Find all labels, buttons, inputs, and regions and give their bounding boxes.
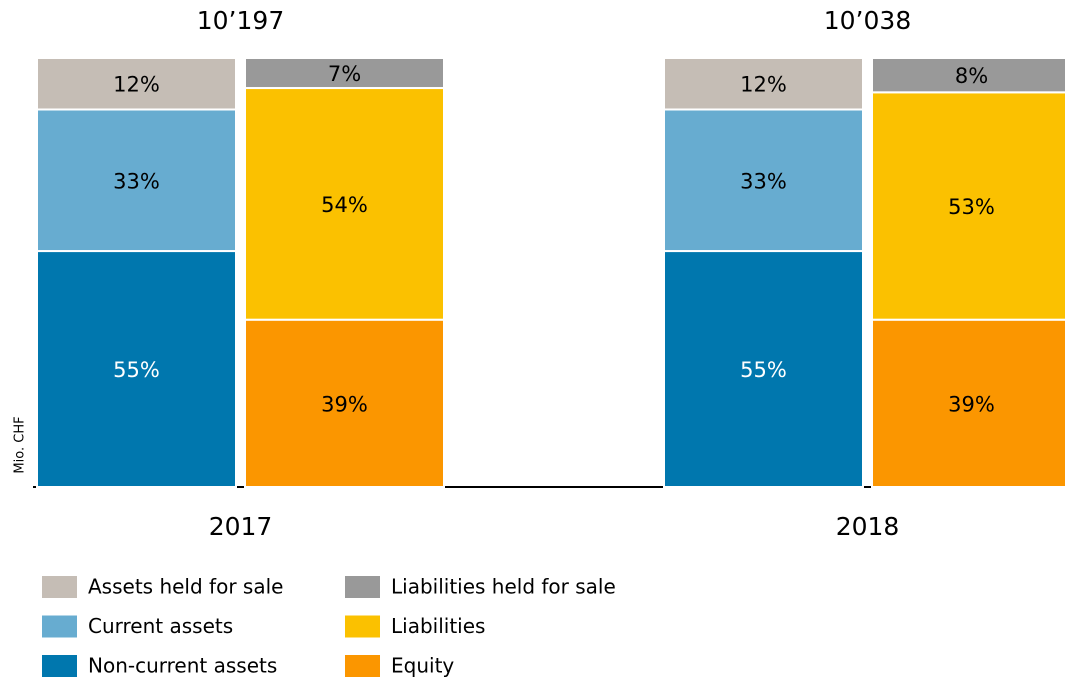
value-label: 39% [321, 392, 368, 416]
value-label: 55% [113, 358, 160, 382]
value-label: 12% [113, 73, 160, 97]
value-label: 53% [948, 195, 995, 219]
legend-label: Non-current assets [88, 654, 277, 678]
bar-segment [244, 87, 445, 321]
legend-swatch [42, 655, 77, 677]
value-label: 8% [955, 64, 988, 88]
value-label: 39% [948, 392, 995, 416]
category-label: 2018 [836, 512, 900, 541]
bar-segment [36, 108, 237, 253]
legend-label: Liabilities [391, 614, 485, 638]
bar-segment [871, 91, 1065, 321]
value-label: 7% [328, 62, 361, 86]
bar-segment [663, 57, 864, 111]
axis-label: Mio. CHF [13, 416, 28, 473]
value-label: 33% [113, 169, 160, 193]
total-label: 10’197 [197, 6, 284, 35]
legend-swatch [345, 576, 380, 598]
bar-segment [871, 318, 1065, 488]
legend-swatch [42, 615, 77, 638]
legend-label: Liabilities held for sale [391, 575, 616, 599]
legend-swatch [42, 576, 77, 598]
legend-label: Current assets [88, 614, 233, 638]
bar-segment [36, 250, 237, 488]
value-label: 33% [740, 169, 787, 193]
category-label: 2017 [209, 512, 273, 541]
value-label: 54% [321, 193, 368, 217]
value-label: 12% [740, 73, 787, 97]
bar-segment [663, 108, 864, 253]
legend-label: Assets held for sale [88, 575, 283, 599]
value-label: 55% [740, 358, 787, 382]
legend-swatch [345, 615, 380, 638]
legend-swatch [345, 655, 380, 677]
bar-segment [36, 57, 237, 111]
bar-segment [663, 250, 864, 488]
total-label: 10’038 [824, 6, 911, 35]
bar-segment [244, 57, 445, 90]
bar-segment [871, 57, 1065, 94]
legend-label: Equity [391, 654, 454, 678]
bar-segment [244, 318, 445, 488]
